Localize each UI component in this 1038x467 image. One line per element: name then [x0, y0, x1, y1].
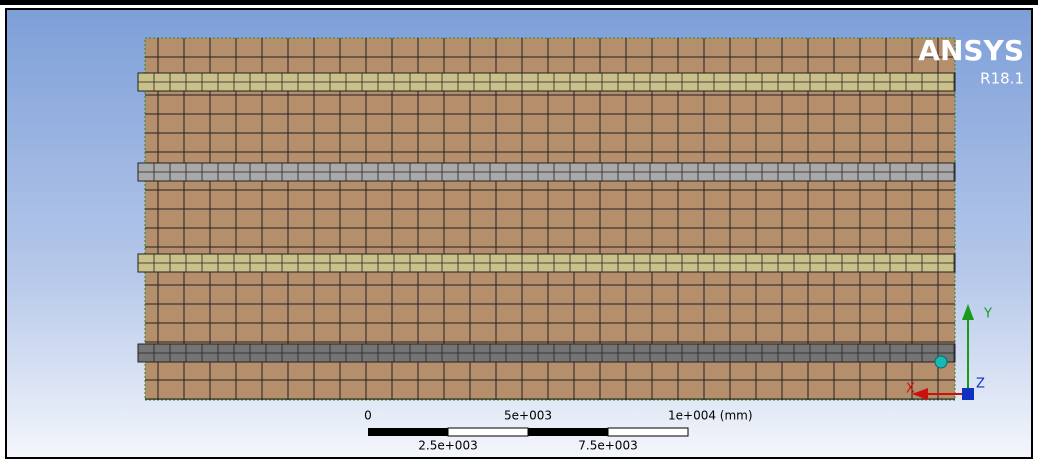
scale-label: 7.5e+003 [578, 439, 637, 453]
scale-label: 0 [364, 409, 372, 423]
scale-segment [608, 428, 688, 436]
top-bar [0, 0, 1038, 5]
x-label: X [906, 382, 915, 397]
y-label: Y [983, 307, 992, 322]
scale-segment [368, 428, 448, 436]
origin-sphere [935, 356, 947, 368]
z-label: Z [976, 377, 985, 392]
scale-label: 2.5e+003 [418, 439, 477, 453]
z-axis-marker [962, 388, 974, 400]
scale-label: 5e+003 [504, 409, 552, 423]
scale-segment [448, 428, 528, 436]
scale-label: 1e+004 (mm) [668, 409, 753, 423]
mesh [138, 38, 955, 400]
logo-version: R18.1 [980, 70, 1024, 88]
logo-brand: ANSYS [918, 34, 1024, 67]
viewport: ANSYS R18.1 Y X Z 0 5e+003 1e+004 (mm) 2… [0, 0, 1038, 463]
scale-segment [528, 428, 608, 436]
page: ANSYS R18.1 Y X Z 0 5e+003 1e+004 (mm) 2… [0, 0, 1038, 463]
